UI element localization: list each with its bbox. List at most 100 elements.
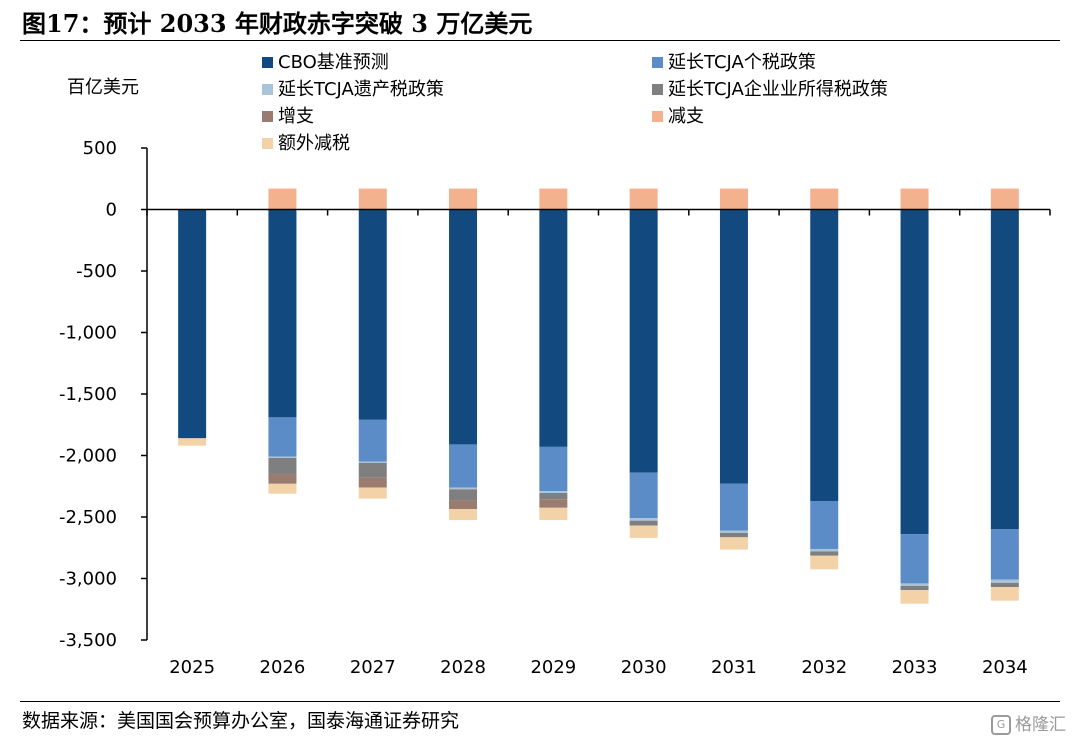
bar-ext_corp-2032	[810, 551, 839, 556]
bar-spend_cut-2034	[990, 188, 1019, 210]
bar-spend_up-2026	[268, 473, 297, 484]
bar-spend_cut-2032	[810, 188, 839, 210]
bar-ext_estate-2026	[268, 456, 297, 458]
y-tick-label: -2,500	[59, 507, 117, 528]
bar-ext_indiv-2027	[358, 419, 387, 462]
bar-ext_indiv-2031	[719, 483, 748, 531]
legend-swatch-spend_cut	[652, 111, 663, 122]
legend-label-ext_indiv: 延长TCJA个税政策	[668, 52, 816, 73]
bar-ext_corp-2030	[629, 520, 658, 526]
bar-extra_cut-2032	[810, 555, 839, 570]
bar-ext_estate-2031	[719, 530, 748, 533]
bar-ext_estate-2028	[449, 487, 478, 490]
bar-cbo-2027	[358, 209, 387, 420]
bar-extra_cut-2034	[990, 587, 1019, 601]
bar-ext_indiv-2026	[268, 417, 297, 457]
bar-spend_cut-2031	[719, 188, 748, 210]
bar-ext_corp-2027	[358, 462, 387, 478]
bar-ext_corp-2029	[539, 493, 568, 500]
legend-swatch-ext_indiv	[652, 57, 663, 68]
legend-label-cbo: CBO基准预测	[278, 52, 389, 73]
bar-extra_cut-2031	[719, 537, 748, 550]
bar-cbo-2026	[268, 209, 297, 418]
bar-cbo-2028	[449, 209, 478, 445]
bar-extra_cut-2027	[358, 487, 387, 499]
bar-ext_indiv-2033	[900, 534, 929, 584]
bar-spend_cut-2030	[629, 188, 658, 210]
bar-ext_indiv-2030	[629, 472, 658, 519]
bar-cbo-2034	[990, 209, 1019, 530]
title-rule	[20, 40, 1060, 41]
bar-spend_cut-2026	[268, 188, 297, 210]
legend-label-spend_cut: 减支	[668, 106, 704, 127]
bar-ext_indiv-2034	[990, 529, 1019, 580]
x-tick-label: 2029	[530, 657, 576, 678]
source-rule	[20, 701, 1060, 702]
bar-spend_cut-2033	[900, 188, 929, 210]
bar-ext_corp-2026	[268, 457, 297, 474]
bar-spend_up-2028	[449, 500, 478, 510]
x-tick-label: 2025	[169, 657, 215, 678]
bar-ext_indiv-2029	[539, 446, 568, 492]
bar-spend_cut-2027	[358, 188, 387, 210]
bar-spend_cut-2028	[449, 188, 478, 210]
bar-extra_cut-2028	[449, 509, 478, 521]
bar-ext_corp-2031	[719, 532, 748, 538]
legend-label-extra_cut: 额外减税	[278, 133, 350, 154]
x-tick-label: 2032	[801, 657, 847, 678]
y-axis-label: 百亿美元	[67, 77, 139, 98]
bar-cbo-2025	[178, 209, 207, 439]
bar-ext_corp-2033	[900, 585, 929, 591]
bar-extra_cut-2033	[900, 590, 929, 604]
bar-extra_cut-2026	[268, 483, 297, 494]
legend-swatch-ext_estate	[262, 84, 273, 95]
bar-extra_cut-2029	[539, 507, 568, 521]
bar-cbo-2030	[629, 209, 658, 473]
legend-swatch-extra_cut	[262, 138, 273, 149]
bar-ext_estate-2032	[810, 548, 839, 552]
bar-ext_corp-2028	[449, 489, 478, 501]
bar-ext_estate-2034	[990, 579, 1019, 583]
watermark-logo-icon: G	[991, 715, 1011, 735]
legend-label-ext_corp: 延长TCJA企业业所得税政策	[668, 79, 888, 100]
x-tick-label: 2030	[621, 657, 667, 678]
y-tick-label: -2,000	[59, 446, 117, 467]
y-tick-label: -3,000	[59, 569, 117, 590]
figure-title: 图17：预计 2033 年财政赤字突破 3 万亿美元	[22, 9, 533, 38]
bar-ext_estate-2033	[900, 583, 929, 586]
legend-label-spend_up: 增支	[278, 106, 314, 127]
y-tick-label: -1,000	[59, 323, 117, 344]
bar-ext_estate-2027	[358, 461, 387, 463]
bar-ext_corp-2034	[990, 582, 1019, 588]
bar-cbo-2031	[719, 209, 748, 484]
y-tick-label: -500	[76, 261, 117, 282]
x-tick-label: 2026	[260, 657, 306, 678]
legend-swatch-cbo	[262, 57, 273, 68]
legend-swatch-spend_up	[262, 111, 273, 122]
bar-cbo-2032	[810, 209, 839, 502]
bar-spend_up-2027	[358, 477, 387, 488]
x-tick-label: 2028	[440, 657, 486, 678]
x-tick-label: 2027	[350, 657, 396, 678]
legend-swatch-ext_corp	[652, 84, 663, 95]
y-tick-label: -1,500	[59, 384, 117, 405]
bar-ext_indiv-2028	[449, 444, 478, 488]
bar-ext_estate-2030	[629, 518, 658, 521]
x-tick-label: 2031	[711, 657, 757, 678]
bar-extra_cut-2030	[629, 525, 658, 538]
bar-cbo-2029	[539, 209, 568, 447]
x-tick-label: 2034	[982, 657, 1028, 678]
watermark-text: 格隆汇	[1015, 715, 1066, 735]
x-tick-label: 2033	[892, 657, 938, 678]
legend-label-ext_estate: 延长TCJA遗产税政策	[278, 79, 444, 100]
y-tick-label: 500	[83, 138, 117, 159]
watermark: G 格隆汇	[991, 710, 1066, 735]
bar-spend_up-2029	[539, 499, 568, 508]
bar-extra_cut-2025	[178, 438, 207, 446]
bar-spend_cut-2029	[539, 188, 568, 210]
bar-ext_estate-2029	[539, 491, 568, 494]
y-tick-label: -3,500	[59, 630, 117, 651]
source-note: 数据来源：美国国会预算办公室，国泰海通证券研究	[22, 710, 460, 732]
bar-ext_indiv-2032	[810, 501, 839, 549]
